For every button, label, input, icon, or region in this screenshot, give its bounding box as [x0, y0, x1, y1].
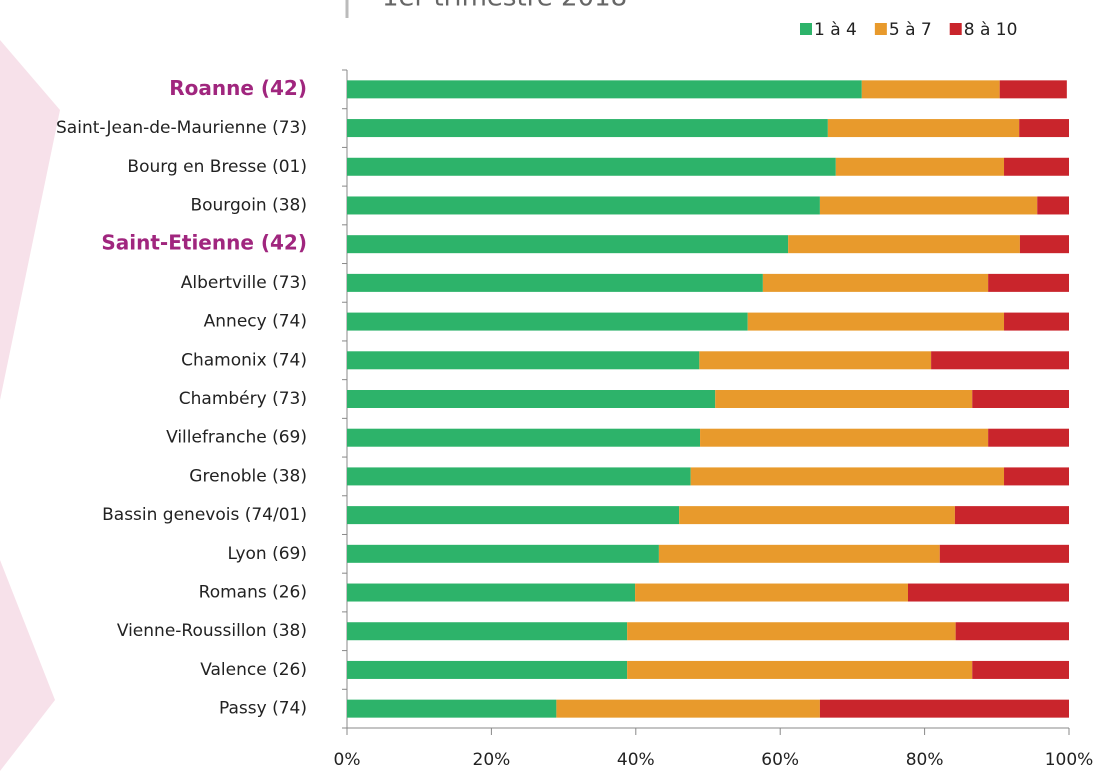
bar-segment	[820, 700, 1069, 718]
x-tick-label: 60%	[761, 750, 799, 770]
bar-segment	[347, 506, 679, 524]
bar-segment	[836, 158, 1004, 176]
bar-segment	[347, 274, 763, 292]
legend-swatch	[950, 23, 962, 35]
bar-segment	[820, 196, 1037, 214]
bar-segment	[715, 390, 972, 408]
bar-segment	[1020, 235, 1069, 253]
bar-segment	[972, 661, 1069, 679]
x-tick-label: 40%	[617, 750, 655, 770]
legend-swatch	[800, 23, 812, 35]
bar-segment	[659, 545, 940, 563]
y-tick-label: Romans (26)	[199, 583, 307, 603]
x-tick-label: 20%	[473, 750, 511, 770]
bar-segment	[862, 80, 1000, 98]
bar-segment	[691, 467, 1004, 485]
decor	[0, 560, 55, 771]
y-tick-label: Bourg en Bresse (01)	[127, 157, 307, 177]
bar-segment	[347, 584, 635, 602]
page: 1er trimestre 2018 0% 20% 40% 60% 80% 100% Roa…	[0, 0, 1101, 771]
bar-segment	[1004, 313, 1069, 331]
bar-segment	[1004, 467, 1069, 485]
bar-segment	[763, 274, 988, 292]
y-tick-label: Saint-Etienne (42)	[101, 231, 307, 255]
bar-segment	[748, 313, 1004, 331]
y-tick-label: Villefranche (69)	[166, 428, 307, 448]
bar-segment	[972, 390, 1069, 408]
y-tick-label: Albertville (73)	[181, 273, 307, 293]
y-tick-label: Roanne (42)	[169, 76, 307, 100]
legend-label: 8 à 10	[964, 20, 1018, 40]
bar-segment	[940, 545, 1069, 563]
bar-segment	[1037, 196, 1069, 214]
bar-segment	[347, 351, 699, 369]
bar-segment	[347, 661, 627, 679]
x-tick-label: 0%	[334, 750, 361, 770]
y-tick-label: Lyon (69)	[228, 544, 307, 564]
bar-segment	[347, 545, 659, 563]
y-tick-label: Chamonix (74)	[181, 350, 307, 370]
bar-segment	[956, 622, 1069, 640]
y-tick-label: Grenoble (38)	[189, 466, 307, 486]
bar-segment	[988, 274, 1069, 292]
x-tick-label: 100%	[1045, 750, 1094, 770]
bar-segment	[908, 584, 1069, 602]
bar-segment	[347, 467, 691, 485]
bar-segment	[627, 661, 972, 679]
bar-segment	[347, 313, 748, 331]
y-tick-label: Annecy (74)	[204, 312, 307, 332]
bar-segment	[347, 700, 556, 718]
bar-segment	[347, 158, 836, 176]
bar-segment	[1000, 80, 1067, 98]
bar-segment	[988, 429, 1069, 447]
bar-segment	[1004, 158, 1069, 176]
bar-segment	[347, 196, 820, 214]
bar-segment	[1019, 119, 1069, 137]
bar-segment	[699, 351, 931, 369]
y-tick-label: Bourgoin (38)	[190, 195, 307, 215]
y-tick-label: Chambéry (73)	[179, 389, 307, 409]
legend-swatch	[875, 23, 887, 35]
bar-segment	[347, 119, 828, 137]
bar-segment	[788, 235, 1020, 253]
y-tick-label: Bassin genevois (74/01)	[102, 505, 307, 525]
bar-segment	[635, 584, 908, 602]
bar-segment	[828, 119, 1019, 137]
bar-segment	[347, 390, 715, 408]
y-tick-label: Passy (74)	[219, 699, 307, 719]
y-tick-label: Saint-Jean-de-Maurienne (73)	[56, 118, 307, 138]
bar-segment	[955, 506, 1069, 524]
x-tick-label: 80%	[906, 750, 944, 770]
chart-title: 1er trimestre 2018	[382, 0, 627, 13]
decor	[0, 40, 60, 400]
legend-label: 5 à 7	[889, 20, 932, 40]
bar-segment	[347, 429, 700, 447]
bar-segment	[347, 80, 862, 98]
y-tick-label: Valence (26)	[200, 660, 307, 680]
bar-segment	[931, 351, 1069, 369]
bar-segment	[347, 235, 788, 253]
bar-segment	[700, 429, 988, 447]
bar-segment	[627, 622, 956, 640]
chart: 1er trimestre 2018 0% 20% 40% 60% 80% 100% Roa…	[0, 0, 1101, 771]
legend-label: 1 à 4	[814, 20, 857, 40]
bar-segment	[679, 506, 955, 524]
y-tick-label: Vienne-Roussillon (38)	[117, 621, 307, 641]
bar-segment	[347, 622, 627, 640]
bar-segment	[556, 700, 820, 718]
